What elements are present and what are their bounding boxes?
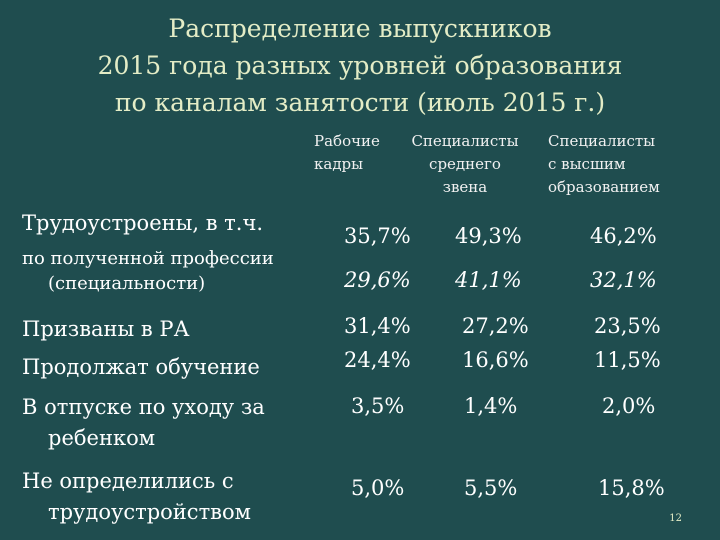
column-header-line: среднего	[429, 155, 501, 173]
row-label-line: Не определились с	[22, 469, 234, 493]
cell-leave-mid-level: 1,4%	[464, 394, 518, 418]
cell-study-workers: 24,4%	[344, 348, 411, 372]
row-label-undecided: Не определились с трудоустройством	[22, 466, 251, 528]
title-line-3: по каналам занятости (июль 2015 г.)	[114, 88, 606, 117]
page-number: 12	[669, 513, 682, 524]
row-label-line: Призваны в РА	[22, 317, 190, 341]
column-header-workers: Рабочие кадры	[314, 130, 380, 176]
cell-undecided-workers: 5,0%	[351, 476, 405, 500]
column-header-line: с высшим	[548, 155, 626, 173]
row-label-by-profession: по полученной профессии (специальности)	[22, 246, 274, 296]
row-label-line: (специальности)	[48, 273, 206, 294]
cell-leave-higher-ed: 2,0%	[602, 394, 656, 418]
title-line-1: Распределение выпускников	[168, 14, 552, 43]
column-header-line: Рабочие	[314, 132, 380, 150]
column-header-line: образованием	[548, 178, 660, 196]
cell-by-profession-higher-ed: 32,1%	[590, 268, 657, 292]
slide-title: Распределение выпускников 2015 года разн…	[0, 10, 720, 121]
column-header-higher-ed: Специалисты с высшим образованием	[548, 130, 660, 199]
column-header-line: Специалисты	[548, 132, 656, 150]
cell-undecided-mid-level: 5,5%	[464, 476, 518, 500]
column-header-mid-level: Специалисты среднего звена	[400, 130, 530, 199]
cell-army-higher-ed: 23,5%	[594, 314, 661, 338]
cell-by-profession-workers: 29,6%	[344, 268, 411, 292]
cell-undecided-higher-ed: 15,8%	[598, 476, 665, 500]
cell-employed-mid-level: 49,3%	[455, 224, 522, 248]
column-header-line: кадры	[314, 155, 364, 173]
row-label-line: трудоустройством	[48, 500, 251, 524]
row-label-continue-study: Продолжат обучение	[22, 352, 260, 383]
cell-leave-workers: 3,5%	[351, 394, 405, 418]
cell-by-profession-mid-level: 41,1%	[455, 268, 522, 292]
cell-employed-higher-ed: 46,2%	[590, 224, 657, 248]
cell-army-mid-level: 27,2%	[462, 314, 529, 338]
cell-study-mid-level: 16,6%	[462, 348, 529, 372]
row-label-line: Трудоустроены, в т.ч.	[22, 211, 264, 235]
row-label-employed: Трудоустроены, в т.ч.	[22, 208, 263, 239]
title-line-2: 2015 года разных уровней образования	[97, 51, 623, 80]
cell-study-higher-ed: 11,5%	[594, 348, 661, 372]
row-label-line: по полученной профессии	[22, 248, 274, 269]
cell-employed-workers: 35,7%	[344, 224, 411, 248]
column-header-line: Специалисты	[411, 132, 519, 150]
row-label-parental-leave: В отпуске по уходу за ребенком	[22, 392, 265, 454]
row-label-army: Призваны в РА	[22, 314, 189, 345]
row-label-line: ребенком	[48, 426, 156, 450]
row-label-line: В отпуске по уходу за	[22, 395, 265, 419]
column-header-line: звена	[442, 178, 488, 196]
cell-army-workers: 31,4%	[344, 314, 411, 338]
row-label-line: Продолжат обучение	[22, 355, 260, 379]
